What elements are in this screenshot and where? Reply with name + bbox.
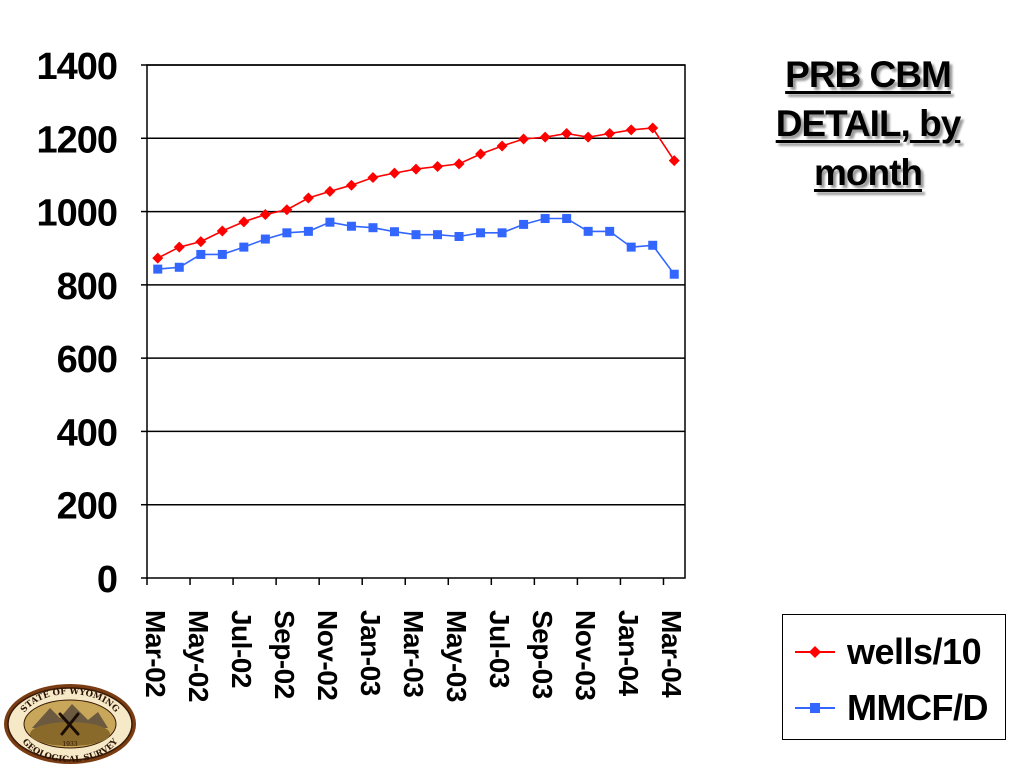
data-point: [196, 249, 206, 259]
data-point: [325, 217, 335, 227]
data-point: [519, 219, 529, 229]
data-point: [173, 241, 185, 253]
series-lines: [152, 122, 680, 279]
data-point: [497, 228, 507, 238]
tick-labels: 0 200 400 600 800 1000 1200 1400 Mar-02 May-02 Jul…: [36, 46, 687, 702]
data-point: [260, 234, 270, 244]
data-point: [282, 228, 292, 238]
chart-title-line-1: PRB CBM: [785, 54, 952, 95]
data-point: [410, 163, 422, 175]
y-tick-label: 0: [97, 559, 117, 601]
data-point: [561, 128, 573, 140]
data-point: [388, 167, 400, 179]
wyoming-geological-survey-seal-icon: STATE OF WYOMING GEOLOGICAL SURVEY 1933: [4, 684, 136, 765]
data-point: [152, 252, 164, 264]
data-point: [432, 161, 444, 173]
data-point: [583, 226, 593, 236]
data-point: [562, 214, 572, 224]
x-tick-label: Nov-02: [312, 610, 343, 700]
data-point: [453, 158, 465, 170]
data-point: [582, 131, 594, 143]
data-point: [475, 148, 487, 160]
data-point: [174, 262, 184, 272]
x-tick-label: Mar-02: [140, 610, 171, 697]
gridlines: [147, 64, 685, 506]
x-tick-label: Sep-02: [269, 610, 300, 699]
x-tick-label: Jan-03: [355, 610, 386, 696]
x-tick-label: Jan-04: [613, 610, 644, 697]
axes: [141, 64, 686, 585]
data-point: [518, 133, 530, 145]
legend-diamond-marker-icon: [795, 646, 835, 658]
legend-label-mmcfd: MMCF/D: [847, 687, 988, 728]
data-point: [239, 242, 249, 252]
x-tick-label: May-02: [183, 610, 214, 702]
data-point: [625, 124, 637, 136]
data-point: [324, 185, 336, 197]
data-point: [345, 179, 357, 191]
data-point: [216, 225, 228, 237]
x-tick-label: Mar-04: [656, 610, 687, 698]
data-point: [540, 214, 550, 224]
x-tick-label: Sep-03: [527, 610, 558, 699]
y-tick-label: 1400: [36, 46, 117, 88]
data-point: [259, 209, 271, 221]
data-point: [605, 226, 615, 236]
data-point: [604, 128, 616, 140]
chart-title: PRB CBM DETAIL, by month: [750, 50, 986, 197]
y-tick-label: 800: [57, 266, 117, 308]
y-tick-label: 400: [57, 412, 117, 454]
data-point: [539, 131, 551, 143]
data-point: [433, 230, 443, 240]
data-point: [668, 155, 680, 167]
data-point: [153, 264, 163, 274]
data-point: [389, 227, 399, 237]
y-tick-label: 1200: [36, 119, 117, 161]
data-point: [302, 192, 314, 204]
y-tick-label: 600: [57, 339, 117, 381]
chart-title-line-3: month: [813, 152, 923, 193]
x-tick-label: Jul-02: [226, 610, 257, 688]
data-point: [411, 230, 421, 240]
legend-item-mmcfd: MMCF/D: [793, 687, 988, 728]
data-point: [303, 226, 313, 236]
y-tick-label: 200: [57, 486, 117, 528]
data-point: [368, 223, 378, 233]
x-tick-label: Nov-03: [570, 610, 601, 700]
data-point: [669, 269, 679, 279]
logo-year: 1933: [62, 741, 77, 748]
x-tick-label: Jul-03: [484, 610, 515, 688]
x-tick-label: Mar-03: [398, 610, 429, 697]
data-point: [195, 236, 207, 248]
plot-area-border: [146, 64, 686, 579]
chart-title-line-2: DETAIL, by: [775, 103, 962, 144]
data-point: [217, 249, 227, 259]
data-point: [367, 171, 379, 183]
data-point: [496, 140, 508, 152]
data-point: [626, 242, 636, 252]
y-tick-label: 1000: [36, 193, 117, 235]
legend-square-marker-icon: [795, 703, 835, 713]
data-point: [476, 228, 486, 238]
chart-legend: wells/10 MMCF/D: [782, 614, 1006, 740]
data-point: [647, 122, 659, 134]
legend-label-wells: wells/10: [847, 631, 982, 672]
data-point: [648, 240, 658, 250]
data-point: [454, 231, 464, 241]
data-point: [238, 216, 250, 228]
data-point: [346, 221, 356, 231]
x-tick-label: May-03: [441, 610, 472, 702]
legend-item-wells: wells/10: [793, 631, 982, 672]
series-line-1: [157, 217, 675, 275]
data-point: [281, 204, 293, 216]
